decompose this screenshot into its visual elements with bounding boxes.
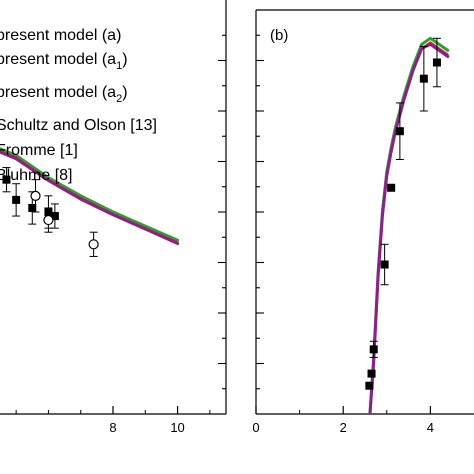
panel-b-data-point: [369, 340, 378, 358]
filled-square-marker: [419, 74, 428, 83]
panel-a-data-point: [88, 231, 99, 257]
panel-b: 0 2 4 (b): [252, 9, 474, 435]
panel-b-data-point: [395, 102, 404, 160]
panel-a-data-point: [50, 203, 59, 229]
filled-square-marker: [380, 260, 389, 269]
legend-entry-5: Fromme [1]: [0, 142, 78, 159]
panel-b-label: (b): [270, 27, 288, 44]
filled-square-marker: [12, 195, 21, 204]
panel-a-points: [2, 167, 99, 257]
panel-a-data-point: [12, 183, 21, 217]
panel-a-ticks: [15, 34, 226, 414]
panel-a-series-line-3: [0, 150, 180, 245]
filled-square-marker: [50, 212, 59, 221]
panel-b-data-point: [365, 381, 374, 390]
filled-square-marker: [369, 345, 378, 354]
filled-square-marker: [2, 175, 11, 184]
panel-b-x-tick-label: 2: [340, 420, 347, 435]
open-circle-marker: [30, 190, 41, 201]
panel-a-data-point: [43, 207, 54, 233]
open-circle-marker: [43, 214, 54, 226]
panel-a-data-point: [30, 179, 41, 213]
panel-a-series-line-1: [0, 147, 180, 242]
panel-b-data-point: [387, 183, 396, 192]
panel-b-tick-labels: 0 2 4: [252, 420, 434, 435]
panel-b-ticks: [255, 34, 431, 414]
panel-b-data-point: [432, 37, 441, 88]
panel-a-x-tick-label: 8: [109, 420, 116, 435]
legend-entry-6: Bluhme [8]: [0, 167, 72, 184]
panel-b-x-tick-label: 4: [427, 420, 434, 435]
filled-square-marker: [365, 381, 374, 390]
panel-b-series: [368, 36, 450, 414]
filled-square-marker: [432, 58, 441, 67]
panel-b-points: [365, 37, 441, 390]
panel-b-data-point: [419, 45, 428, 112]
panel-b-x-tick-label: 0: [252, 420, 259, 435]
filled-square-marker: [28, 203, 37, 212]
panel-b-data-point: [380, 243, 389, 286]
panel-a-x-tick-label: 10: [170, 420, 184, 435]
panel-b-series-line-3: [368, 42, 450, 414]
panel-b-data-point: [367, 369, 376, 378]
filled-square-marker: [367, 369, 376, 378]
panel-a-data-point: [2, 167, 11, 193]
panel-a-tick-labels: 8 10: [109, 420, 184, 435]
legend: present model (a) present model (a1) prese…: [0, 27, 157, 184]
panel-a: 8 10 present model (a)present model (a1)p…: [0, 0, 227, 435]
legend-entry-1: present model (a): [0, 27, 121, 44]
legend-entry-4: Schultz and Olson [13]: [0, 117, 157, 134]
legend-entry-3: present model (a2): [0, 84, 128, 105]
legend-entry-2: present model (a1): [0, 51, 128, 72]
panel-a-series: [0, 147, 180, 245]
filled-square-marker: [387, 183, 396, 192]
open-circle-marker: [88, 239, 99, 250]
filled-square-marker: [395, 127, 404, 136]
